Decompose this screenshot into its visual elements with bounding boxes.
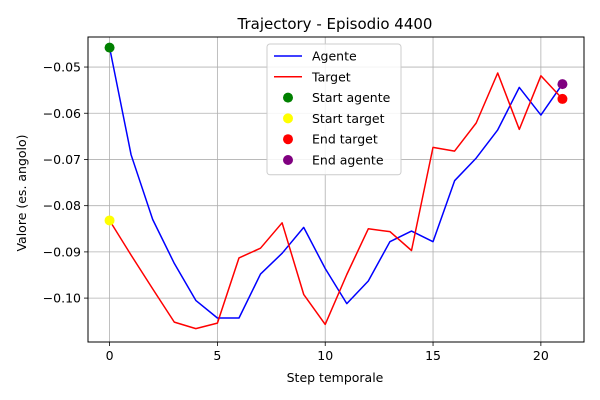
legend-marker-end-agente [283, 155, 293, 165]
marker-start-target [104, 215, 115, 226]
y-tick-label: −0.05 [43, 60, 81, 75]
marker-end-target [557, 93, 568, 104]
legend-label-end-target: End target [312, 132, 378, 147]
series-line-target [108, 72, 563, 330]
x-tick-label: 5 [213, 348, 221, 363]
plot-area-frame [87, 36, 585, 343]
legend-label-start-target: Start target [312, 111, 385, 126]
legend-marker-start-agente [283, 92, 293, 103]
legend-marker-end-target [283, 134, 293, 145]
x-tick-label: 10 [317, 348, 333, 363]
y-tick-label: −0.09 [43, 244, 81, 259]
legend-label-target: Target [311, 69, 351, 84]
marker-start-agente [104, 42, 115, 53]
x-tick-label: 0 [106, 348, 114, 363]
legend-label-start-agente: Start agente [312, 90, 391, 105]
plot-markers [104, 42, 568, 226]
axis-ticks: 0 5 10 15 20 −0.10 −0.09 −0.08 −0.07 −0.06 −0.05 [43, 60, 549, 363]
marker-end-agente [557, 79, 568, 90]
y-tick-label: −0.06 [43, 106, 81, 121]
x-tick-label: 20 [533, 348, 549, 363]
x-axis-label: Step temporale [287, 370, 384, 385]
legend-marker-start-target [283, 113, 293, 124]
legend-label-end-agente: End agente [312, 153, 384, 168]
chart-title: Trajectory - Episodio 4400 [237, 15, 433, 33]
y-tick-label: −0.07 [43, 152, 81, 167]
y-tick-label: −0.10 [43, 291, 81, 306]
plot-series [108, 47, 564, 330]
y-axis-label: Valore (es. angolo) [14, 134, 29, 251]
legend-label-agente: Agente [312, 49, 357, 64]
y-tick-label: −0.08 [43, 198, 81, 213]
legend: Agente Target Start agente Start target End … [266, 43, 402, 176]
x-tick-label: 15 [425, 348, 441, 363]
series-line-agente [108, 47, 564, 319]
